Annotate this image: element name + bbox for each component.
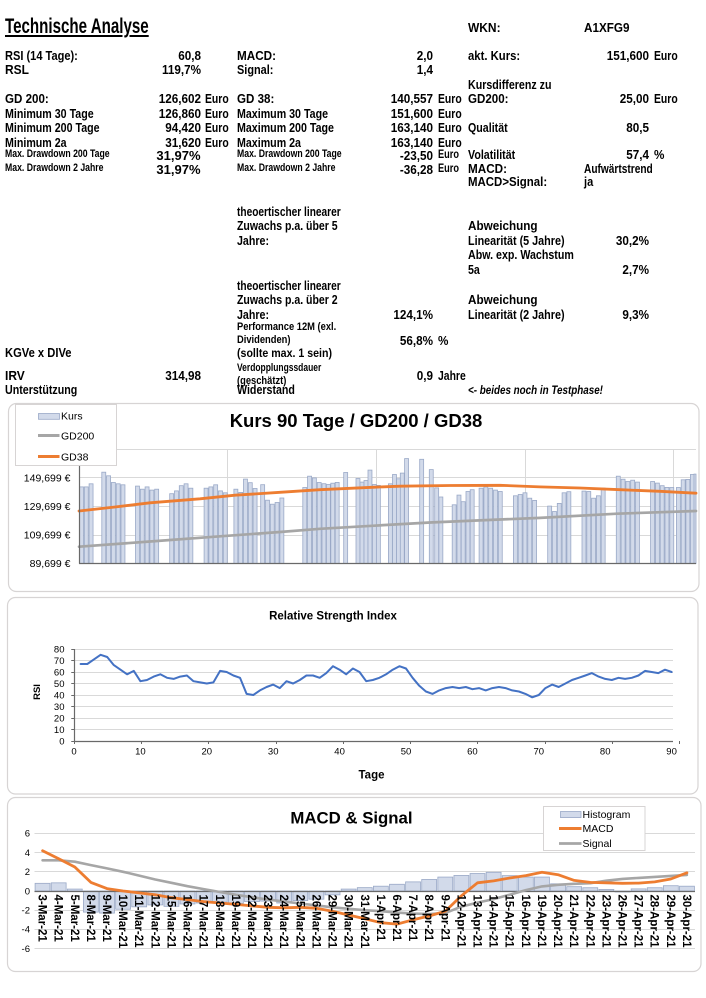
svg-text:149,699 €: 149,699 €	[24, 472, 71, 484]
svg-text:4-Mar-21: 4-Mar-21	[52, 895, 64, 943]
svg-text:11-Mar-21: 11-Mar-21	[132, 895, 144, 949]
svg-text:29-Apr-21: 29-Apr-21	[664, 895, 676, 949]
svg-text:4: 4	[25, 848, 30, 859]
svg-text:5-Mar-21: 5-Mar-21	[68, 895, 80, 943]
svg-text:80: 80	[600, 747, 611, 758]
svg-text:0: 0	[71, 747, 76, 758]
svg-text:7-Apr-21: 7-Apr-21	[406, 895, 418, 942]
svg-text:1-Apr-21: 1-Apr-21	[374, 895, 386, 942]
svg-text:60: 60	[467, 747, 478, 758]
svg-text:20: 20	[54, 713, 65, 724]
svg-text:30: 30	[54, 702, 65, 713]
svg-text:90: 90	[666, 747, 677, 758]
svg-text:40: 40	[54, 690, 65, 701]
svg-text:-2: -2	[22, 906, 30, 917]
svg-text:60: 60	[54, 667, 65, 678]
svg-text:30-Apr-21: 30-Apr-21	[680, 895, 692, 949]
svg-text:8-Apr-21: 8-Apr-21	[422, 895, 434, 942]
svg-text:19-Apr-21: 19-Apr-21	[535, 895, 547, 949]
svg-text:Histogram: Histogram	[583, 809, 631, 821]
svg-text:80: 80	[54, 644, 65, 655]
svg-text:20-Apr-21: 20-Apr-21	[551, 895, 563, 949]
svg-text:40: 40	[334, 747, 345, 758]
svg-text:30: 30	[268, 747, 279, 758]
svg-text:24-Mar-21: 24-Mar-21	[277, 895, 289, 949]
svg-text:22-Mar-21: 22-Mar-21	[245, 895, 257, 949]
svg-text:25-Mar-21: 25-Mar-21	[293, 895, 305, 949]
svg-text:MACD: MACD	[583, 823, 614, 835]
svg-text:0: 0	[25, 886, 30, 897]
svg-text:22-Apr-21: 22-Apr-21	[583, 895, 595, 949]
svg-text:13-Apr-21: 13-Apr-21	[471, 895, 483, 949]
svg-text:10: 10	[54, 725, 65, 736]
svg-text:10-Mar-21: 10-Mar-21	[116, 895, 128, 949]
svg-text:12-Apr-21: 12-Apr-21	[454, 895, 466, 949]
svg-text:10: 10	[135, 747, 146, 758]
svg-text:20: 20	[202, 747, 213, 758]
svg-text:19-Mar-21: 19-Mar-21	[229, 895, 241, 949]
svg-text:MACD & Signal: MACD & Signal	[290, 809, 412, 828]
svg-text:21-Apr-21: 21-Apr-21	[567, 895, 579, 949]
svg-text:Signal: Signal	[583, 838, 612, 850]
svg-text:15-Mar-21: 15-Mar-21	[164, 895, 176, 949]
svg-text:28-Apr-21: 28-Apr-21	[648, 895, 660, 949]
svg-text:Kurs 90 Tage / GD200 / GD38: Kurs 90 Tage / GD200 / GD38	[230, 410, 483, 431]
svg-text:14-Apr-21: 14-Apr-21	[487, 895, 499, 949]
svg-text:9-Apr-21: 9-Apr-21	[438, 895, 450, 942]
svg-text:GD200: GD200	[61, 430, 94, 442]
svg-text:109,699 €: 109,699 €	[24, 530, 71, 542]
svg-text:26-Mar-21: 26-Mar-21	[309, 895, 321, 949]
svg-text:50: 50	[54, 679, 65, 690]
svg-text:9-Mar-21: 9-Mar-21	[100, 895, 112, 943]
svg-text:31-Mar-21: 31-Mar-21	[358, 895, 370, 949]
svg-text:18-Mar-21: 18-Mar-21	[213, 895, 225, 949]
svg-text:16-Mar-21: 16-Mar-21	[181, 895, 193, 949]
svg-text:129,699 €: 129,699 €	[24, 501, 71, 513]
svg-text:-4: -4	[22, 925, 30, 936]
svg-text:Tage: Tage	[359, 770, 385, 782]
svg-text:RSI: RSI	[32, 684, 43, 700]
svg-text:3-Mar-21: 3-Mar-21	[36, 895, 48, 943]
svg-text:27-Apr-21: 27-Apr-21	[632, 895, 644, 949]
svg-text:6-Apr-21: 6-Apr-21	[390, 895, 402, 942]
svg-text:8-Mar-21: 8-Mar-21	[84, 895, 96, 943]
svg-text:70: 70	[534, 747, 545, 758]
svg-text:12-Mar-21: 12-Mar-21	[148, 895, 160, 949]
svg-text:0: 0	[59, 736, 64, 747]
svg-text:23-Apr-21: 23-Apr-21	[599, 895, 611, 949]
svg-text:89,699 €: 89,699 €	[30, 558, 71, 570]
svg-text:Kurs: Kurs	[61, 411, 83, 423]
svg-text:50: 50	[401, 747, 412, 758]
svg-text:29-Mar-21: 29-Mar-21	[326, 895, 338, 949]
svg-text:2: 2	[25, 867, 30, 878]
svg-text:17-Mar-21: 17-Mar-21	[197, 895, 209, 949]
svg-text:70: 70	[54, 656, 65, 667]
svg-text:-6: -6	[22, 944, 30, 955]
svg-text:15-Apr-21: 15-Apr-21	[503, 895, 515, 949]
svg-text:6: 6	[25, 829, 30, 840]
svg-text:23-Mar-21: 23-Mar-21	[261, 895, 273, 949]
svg-text:26-Apr-21: 26-Apr-21	[616, 895, 628, 949]
svg-text:30-Mar-21: 30-Mar-21	[342, 895, 354, 949]
svg-text:Relative Strength Index: Relative Strength Index	[269, 611, 397, 623]
svg-text:GD38: GD38	[61, 452, 89, 464]
svg-text:16-Apr-21: 16-Apr-21	[519, 895, 531, 949]
